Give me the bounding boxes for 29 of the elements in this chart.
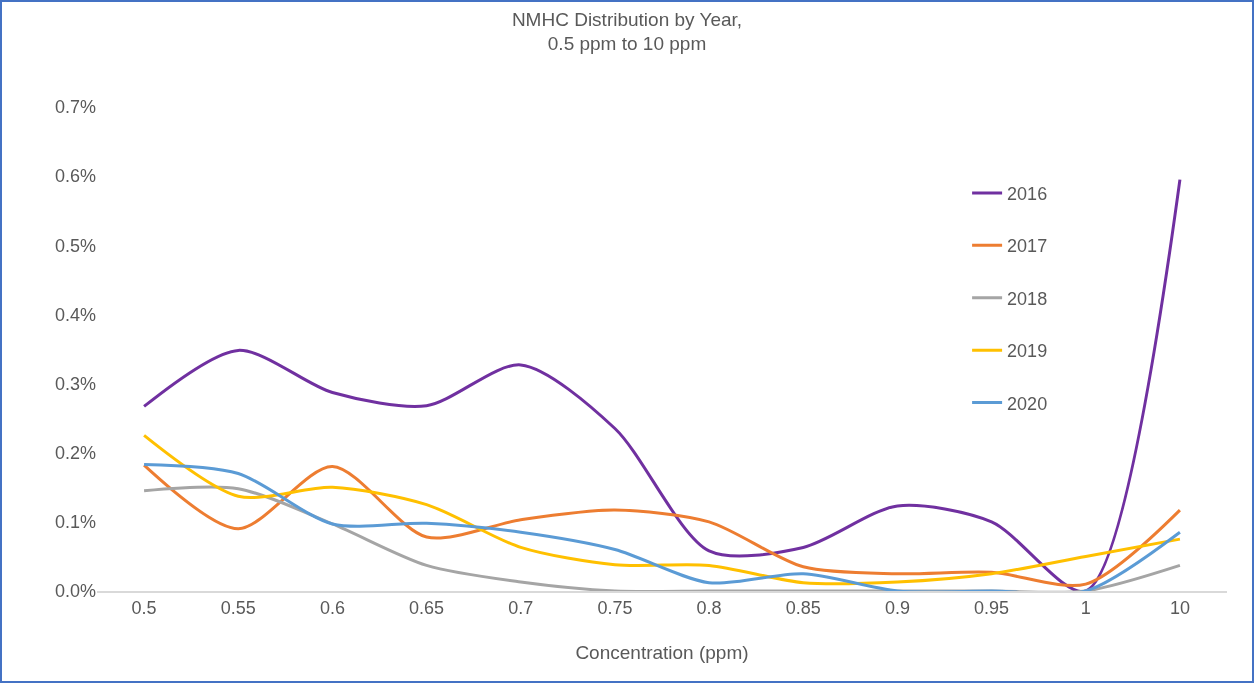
legend-label: 2016 [1007,183,1048,204]
legend-label: 2018 [1007,288,1048,309]
y-tick-label: 0.4% [54,304,96,325]
x-tick-label: 0.9 [884,598,910,619]
x-tick-label: 10 [1169,598,1190,619]
y-tick-label: 0.6% [54,166,96,187]
x-tick-label: 0.8 [696,598,722,619]
y-tick-label: 0.3% [54,373,96,394]
y-tick-label: 0.2% [54,443,96,464]
x-tick-label: 0.65 [409,598,445,619]
x-tick-label: 0.85 [785,598,821,619]
y-tick-label: 0.1% [54,512,96,533]
x-tick-label: 0.7 [508,598,534,619]
line-series [142,433,1182,586]
legend-label: 2017 [1007,236,1048,257]
y-tick-label: 0.0% [54,581,96,602]
x-tick-label: 0.55 [220,598,256,619]
x-tick-label: 1 [1080,598,1091,619]
chart-title: NMHC Distribution by Year, 0.5 ppm to 10 ppm [511,8,743,55]
legend-label: 2020 [1007,393,1048,414]
line-series [142,178,1182,591]
y-tick-label: 0.7% [54,97,96,118]
legend-label: 2019 [1007,341,1048,362]
x-tick-label: 0.75 [597,598,633,619]
x-tick-label: 0.95 [974,598,1010,619]
x-tick-label: 0.5 [131,598,157,619]
x-tick-label: 0.6 [319,598,345,619]
y-tick-label: 0.5% [54,235,96,256]
x-axis-title: Concentration (ppm) [575,641,749,663]
